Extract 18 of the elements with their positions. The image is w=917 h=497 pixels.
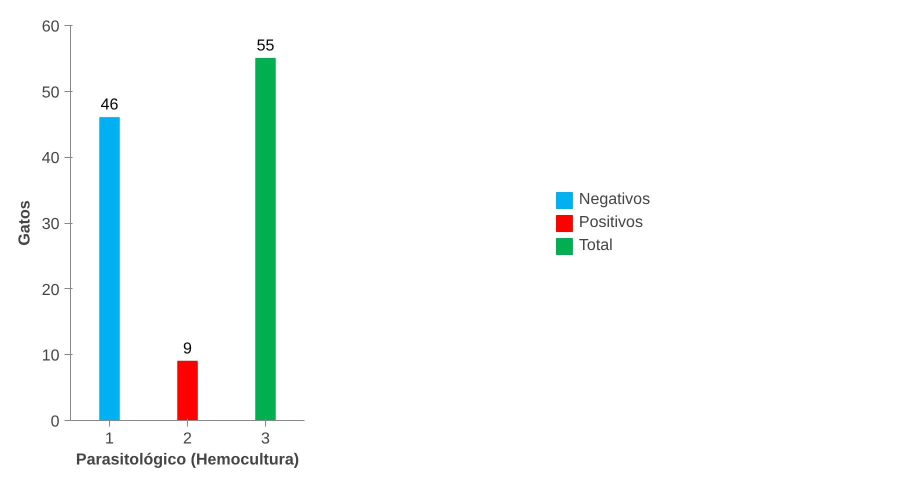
x-tick-label: 2 bbox=[183, 430, 192, 448]
y-tick-label: 50 bbox=[42, 84, 60, 102]
y-tick-label: 20 bbox=[42, 282, 60, 299]
legend-label: Negativos bbox=[578, 190, 650, 208]
y-axis-title: Gatos bbox=[16, 200, 34, 246]
y-tick-label: 60 bbox=[42, 18, 60, 36]
data-label: 55 bbox=[256, 37, 274, 54]
data-label: 46 bbox=[100, 96, 118, 114]
x-axis-title: Parasitológico (Hemocultura) bbox=[76, 452, 300, 468]
x-tick-label: 1 bbox=[105, 430, 114, 448]
legend-label: Total bbox=[578, 236, 613, 254]
legend-label: Positivos bbox=[578, 214, 643, 232]
y-tick-label: 10 bbox=[42, 348, 60, 365]
y-tick-label: 0 bbox=[50, 414, 60, 430]
y-tick-label: 40 bbox=[42, 150, 60, 168]
data-label: 9 bbox=[183, 340, 192, 358]
y-tick-label: 30 bbox=[42, 216, 60, 233]
x-tick-label: 3 bbox=[261, 430, 270, 448]
